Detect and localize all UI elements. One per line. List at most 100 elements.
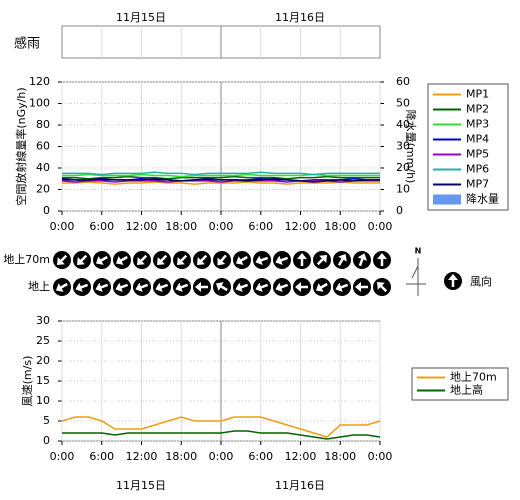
arrow-shaft (199, 254, 208, 263)
legend-label: MP3 (466, 118, 489, 131)
x-tick-label: 12:00 (285, 220, 317, 233)
wind-arrow (444, 272, 462, 290)
y2-tick-label: 50 (396, 97, 410, 110)
arrow-shaft (99, 255, 108, 263)
wind-arrow (73, 278, 91, 296)
arrow-shaft (119, 283, 129, 289)
legend-label: MP5 (466, 148, 489, 161)
legend-swatch (433, 194, 461, 205)
series-line (61, 416, 381, 438)
x-tick-label: 0:00 (50, 450, 75, 463)
y-tick-label: 0 (43, 204, 50, 217)
x-tick-label: 0:00 (368, 450, 393, 463)
arrow-head (77, 257, 85, 265)
wind-arrow (233, 251, 251, 269)
arrow-shaft (239, 283, 249, 289)
arrow-shaft (79, 283, 89, 289)
wind-arrow (193, 278, 211, 296)
wind-row-label: 地上 (28, 280, 50, 293)
arrow-head (215, 282, 224, 291)
wind-direction-legend: 風向 (470, 274, 492, 288)
y2-tick-label: 40 (396, 118, 410, 131)
legend-label: MP1 (466, 88, 489, 101)
arrow-shaft (59, 282, 68, 290)
arrow-head (295, 282, 301, 292)
y-tick-label: 0 (43, 434, 50, 447)
y-tick-label: 100 (29, 97, 50, 110)
x-tick-label: 0:00 (50, 220, 75, 233)
x-tick-label: 6:00 (248, 220, 273, 233)
date-label: 11月15日 (116, 479, 166, 492)
arrow-head (297, 253, 307, 259)
arrow-shaft (219, 284, 228, 292)
x-tick-label: 18:00 (324, 450, 356, 463)
arrow-head (157, 257, 165, 265)
wind-arrow (193, 251, 211, 269)
arrow-head (357, 253, 368, 261)
legend-label: 地上70m (450, 371, 497, 384)
arrow-shaft (179, 254, 188, 263)
arrow-head (235, 282, 243, 293)
y2-tick-label: 60 (396, 75, 410, 88)
legend-label: MP7 (466, 178, 489, 191)
wind-arrow (113, 251, 131, 269)
x-tick-label: 18:00 (165, 450, 197, 463)
x-tick-label: 18:00 (165, 220, 197, 233)
x-tick-label: 0:00 (209, 220, 234, 233)
arrow-head (448, 274, 458, 280)
arrow-head (115, 256, 124, 265)
wind-arrow (253, 278, 271, 296)
arrow-shaft (337, 257, 345, 266)
wind-arrow (373, 278, 391, 296)
y2-tick-label: 30 (396, 140, 410, 153)
arrow-head (55, 283, 64, 292)
arrow-shaft (179, 283, 189, 289)
y2-tick-label: 10 (396, 183, 410, 196)
date-label: 11月16日 (275, 11, 325, 24)
arrow-head (177, 257, 185, 265)
wind-arrow (313, 278, 331, 296)
y-tick-label: 20 (36, 354, 50, 367)
date-label: 11月16日 (275, 479, 325, 492)
y-tick-label: 10 (36, 394, 50, 407)
wind-arrow (93, 278, 111, 296)
y-tick-label: 30 (36, 314, 50, 327)
north-symbol: N (406, 247, 426, 296)
arrow-head (155, 282, 163, 293)
legend-box (411, 367, 509, 401)
wind-arrow (153, 278, 171, 296)
wind-arrow (213, 278, 231, 296)
wind-arrow (233, 278, 251, 296)
arrow-shaft (239, 255, 248, 263)
wind-arrow (313, 251, 331, 269)
wind-arrow (73, 251, 91, 269)
arrow-shaft (119, 255, 128, 263)
arrow-shaft (339, 283, 349, 289)
y-tick-label: 25 (36, 334, 50, 347)
arrow-shaft (59, 254, 68, 263)
x-tick-label: 12:00 (126, 220, 158, 233)
wind-arrow (273, 278, 291, 296)
y2-axis-label: 降水量(mm/h) (404, 110, 418, 184)
series-line (61, 177, 380, 183)
arrow-head (338, 253, 347, 262)
arrow-shaft (219, 254, 227, 263)
y-tick-label: 20 (36, 183, 50, 196)
series-line (62, 430, 381, 440)
wind-arrow (133, 278, 151, 296)
arrow-head (57, 257, 65, 265)
wind-arrow (373, 251, 391, 269)
series-line (62, 175, 380, 180)
arrow-shaft (279, 256, 289, 262)
x-tick-label: 6:00 (89, 220, 114, 233)
y-tick-label: 40 (36, 161, 50, 174)
wind-arrow (113, 278, 131, 296)
wind-arrow (153, 251, 171, 269)
arrow-head (175, 282, 183, 293)
wind-arrow (293, 278, 311, 296)
series-line (62, 173, 380, 178)
arrow-head (255, 255, 263, 266)
north-label: N (415, 247, 422, 256)
arrow-shaft (316, 257, 325, 266)
